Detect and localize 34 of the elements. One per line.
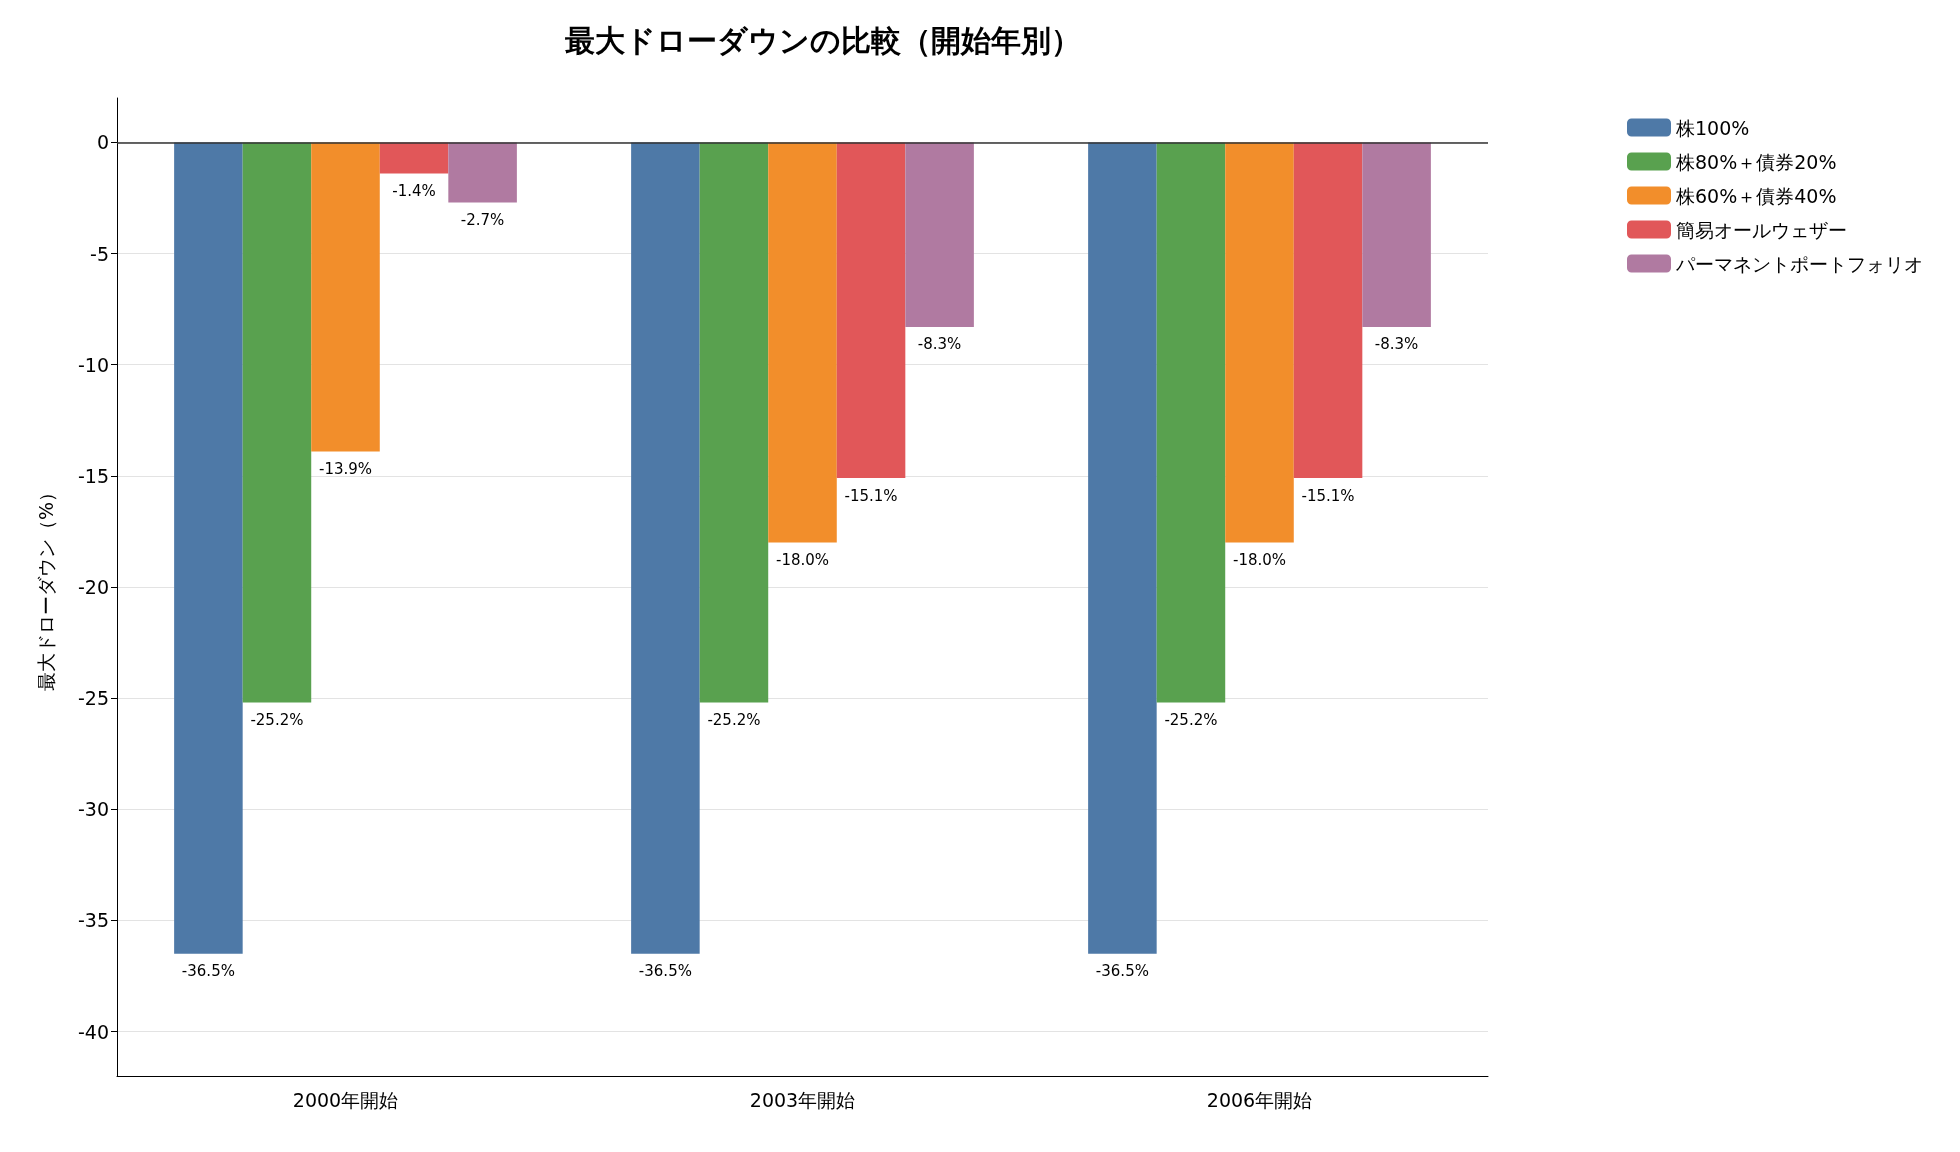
data-label: -18.0%: [775, 551, 830, 570]
x-tick-label: 2000年開始: [292, 1088, 399, 1111]
y-tick-label: -15: [77, 464, 109, 487]
y-tick-label: -40: [77, 1020, 109, 1043]
y-tick-label: -5: [90, 242, 109, 265]
legend-label: パーマネントポートフォリオ: [1675, 252, 1923, 275]
legend-label: 株60%＋債券40%: [1675, 184, 1837, 207]
data-label: -25.2%: [707, 711, 761, 730]
y-tick-label: -30: [77, 798, 109, 821]
x-tick-label: 2006年開始: [1206, 1088, 1313, 1111]
data-label: -36.5%: [181, 962, 235, 981]
data-label: -13.9%: [318, 459, 373, 478]
y-tick-label: -25: [77, 687, 109, 710]
data-label: -1.4%: [392, 182, 436, 201]
data-label: -36.5%: [638, 962, 692, 981]
data-label: -18.0%: [1232, 551, 1287, 570]
data-label: -8.3%: [1374, 335, 1419, 354]
data-label: -15.1%: [1301, 486, 1355, 505]
data-label: -15.1%: [844, 486, 898, 505]
y-tick-label: -35: [77, 909, 109, 932]
y-tick-label: -10: [77, 353, 109, 376]
y-axis-title: 最大ドローダウン（%）: [34, 482, 57, 692]
legend-label: 簡易オールウェザー: [1676, 218, 1847, 241]
legend-label: 株80%＋債券20%: [1675, 150, 1837, 173]
data-label: -36.5%: [1095, 962, 1149, 981]
y-tick-label: 0: [96, 131, 109, 154]
data-label: -8.3%: [917, 335, 962, 354]
chart-title: 最大ドローダウンの比較（開始年別）: [565, 22, 1081, 58]
data-label: -2.7%: [460, 210, 505, 229]
legend-label: 株100%: [1675, 116, 1750, 139]
data-label: -25.2%: [1164, 711, 1218, 730]
x-tick-label: 2003年開始: [749, 1088, 856, 1111]
y-tick-label: -20: [77, 576, 109, 598]
data-label: -25.2%: [250, 711, 304, 730]
